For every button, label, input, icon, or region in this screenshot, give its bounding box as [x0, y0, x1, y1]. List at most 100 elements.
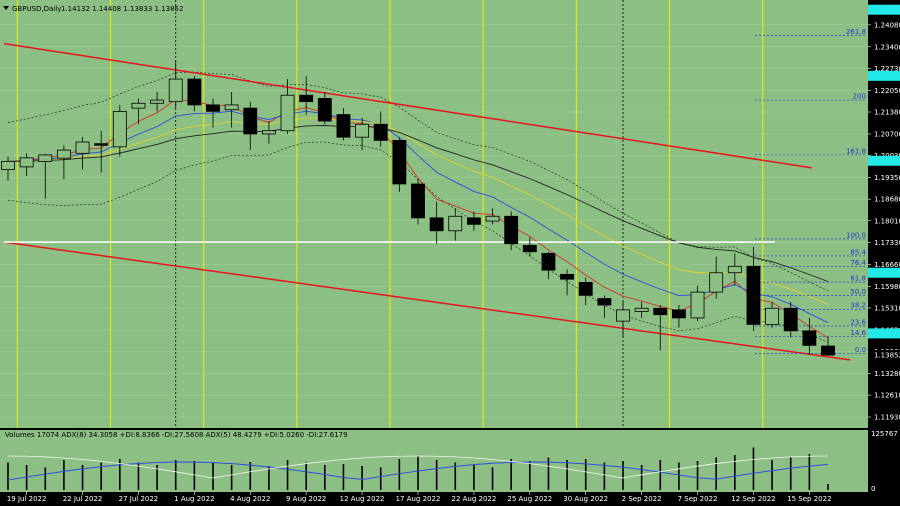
bear-candle[interactable]: [466, 211, 481, 231]
candle-body: [150, 99, 165, 104]
fibo-level-label: 76.4: [850, 259, 866, 267]
bull-candle[interactable]: [355, 117, 370, 151]
bull-candle[interactable]: [150, 91, 165, 112]
bull-candle[interactable]: [280, 79, 295, 134]
y-tick-label: 1.23400: [874, 43, 900, 51]
x-tick-label: 4 Aug 2022: [230, 495, 270, 503]
candle-body: [38, 154, 53, 162]
price-tag-label: 1.13852: [874, 352, 900, 360]
candle-body: [224, 104, 239, 111]
channel-upper-line[interactable]: [3, 42, 813, 169]
candle-body: [261, 130, 276, 135]
candle-body: [560, 273, 575, 280]
bull-candle[interactable]: [765, 301, 780, 328]
candle-body: [746, 265, 761, 325]
bull-candle[interactable]: [56, 145, 71, 180]
bear-candle[interactable]: [578, 277, 593, 306]
bear-candle[interactable]: [187, 75, 202, 112]
candle-body: [187, 78, 202, 106]
adx-line: [7, 461, 829, 481]
candle-body: [485, 215, 500, 222]
fibo-level-label: 200: [853, 93, 866, 101]
candle-body: [765, 307, 780, 325]
bull-candle[interactable]: [75, 137, 90, 170]
candle-body: [355, 123, 370, 138]
candle-body: [373, 123, 388, 141]
candle-body: [1, 160, 15, 170]
bull-candle[interactable]: [709, 256, 724, 299]
candle-body: [112, 110, 127, 148]
bull-candle[interactable]: [112, 104, 127, 157]
bear-candle[interactable]: [373, 111, 388, 147]
bull-candle[interactable]: [1, 156, 15, 181]
y-tick-label: 1.15310: [874, 304, 900, 312]
bear-candle[interactable]: [336, 108, 351, 141]
bear-candle[interactable]: [206, 98, 220, 128]
bear-candle[interactable]: [821, 336, 835, 356]
fibo-level-label: 23.6: [850, 319, 866, 327]
candle-body: [616, 309, 630, 322]
collapse-arrow-icon[interactable]: [3, 6, 9, 10]
chart-header: GBPUSD,Daily 1.14132 1.14408 1.13833 1.1…: [3, 5, 183, 13]
fibo-level-label: 161.8: [846, 147, 866, 155]
candle-body: [429, 217, 444, 232]
indicator-label: Volumes 17074 ADX(8) 34.3058 +DI:8.8366 …: [5, 431, 348, 439]
fibo-level-label: 85.4: [850, 248, 866, 256]
bear-candle[interactable]: [94, 130, 109, 173]
y-tick-label: 1.11930: [874, 414, 900, 422]
candle-body: [392, 140, 407, 185]
bear-candle[interactable]: [429, 201, 444, 244]
bull-candle[interactable]: [616, 301, 630, 338]
candle-body: [466, 217, 481, 225]
bull-candle[interactable]: [168, 61, 183, 109]
candle-body: [448, 215, 463, 232]
x-tick-label: 17 Aug 2022: [396, 495, 441, 503]
bull-candle[interactable]: [131, 98, 146, 125]
bear-candle[interactable]: [671, 305, 686, 328]
price-tag: [868, 267, 900, 278]
candle-body: [522, 244, 537, 253]
fibo-level-label: 261.8: [846, 28, 866, 36]
bear-candle[interactable]: [802, 317, 817, 356]
bear-candle[interactable]: [317, 91, 332, 125]
bear-candle[interactable]: [299, 75, 314, 115]
bear-candle[interactable]: [597, 295, 612, 318]
fibo-level-label: 38.2: [850, 302, 866, 310]
indicator-max-label: 125767: [871, 430, 898, 438]
bull-candle[interactable]: [38, 153, 53, 199]
x-tick-label: 9 Aug 2022: [286, 495, 326, 503]
candle-body: [597, 298, 612, 306]
candle-body: [131, 102, 146, 109]
bull-candle[interactable]: [19, 153, 34, 176]
bull-candle[interactable]: [224, 91, 239, 128]
bear-candle[interactable]: [783, 301, 798, 338]
bull-candle[interactable]: [690, 285, 705, 322]
bear-candle[interactable]: [541, 251, 556, 280]
candle-body: [317, 98, 332, 122]
bear-candle[interactable]: [411, 179, 425, 225]
fibo-level-label: 100.0: [846, 231, 866, 239]
bear-candle[interactable]: [560, 269, 575, 296]
bear-candle[interactable]: [653, 305, 668, 351]
price-tag: [868, 328, 900, 339]
bear-candle[interactable]: [243, 101, 258, 151]
bull-candle[interactable]: [727, 253, 742, 286]
fibo-level-label: 61.8: [850, 275, 866, 283]
candle-body: [802, 330, 817, 346]
bull-candle[interactable]: [261, 121, 276, 144]
main-panel[interactable]: [0, 0, 868, 428]
channel-lower-line[interactable]: [3, 241, 851, 361]
bear-candle[interactable]: [504, 211, 519, 251]
x-tick-label: 15 Sep 2022: [787, 495, 831, 503]
bear-candle[interactable]: [746, 246, 761, 331]
bull-candle[interactable]: [448, 208, 463, 241]
bull-candle[interactable]: [485, 208, 500, 225]
x-tick-label: 2 Sep 2022: [622, 495, 662, 503]
indicator-panel[interactable]: [0, 430, 868, 492]
x-tick-label: 27 Jul 2022: [119, 495, 159, 503]
time-axis: [0, 492, 868, 506]
bear-candle[interactable]: [522, 237, 537, 257]
bull-candle[interactable]: [634, 301, 649, 318]
bear-candle[interactable]: [392, 137, 407, 193]
